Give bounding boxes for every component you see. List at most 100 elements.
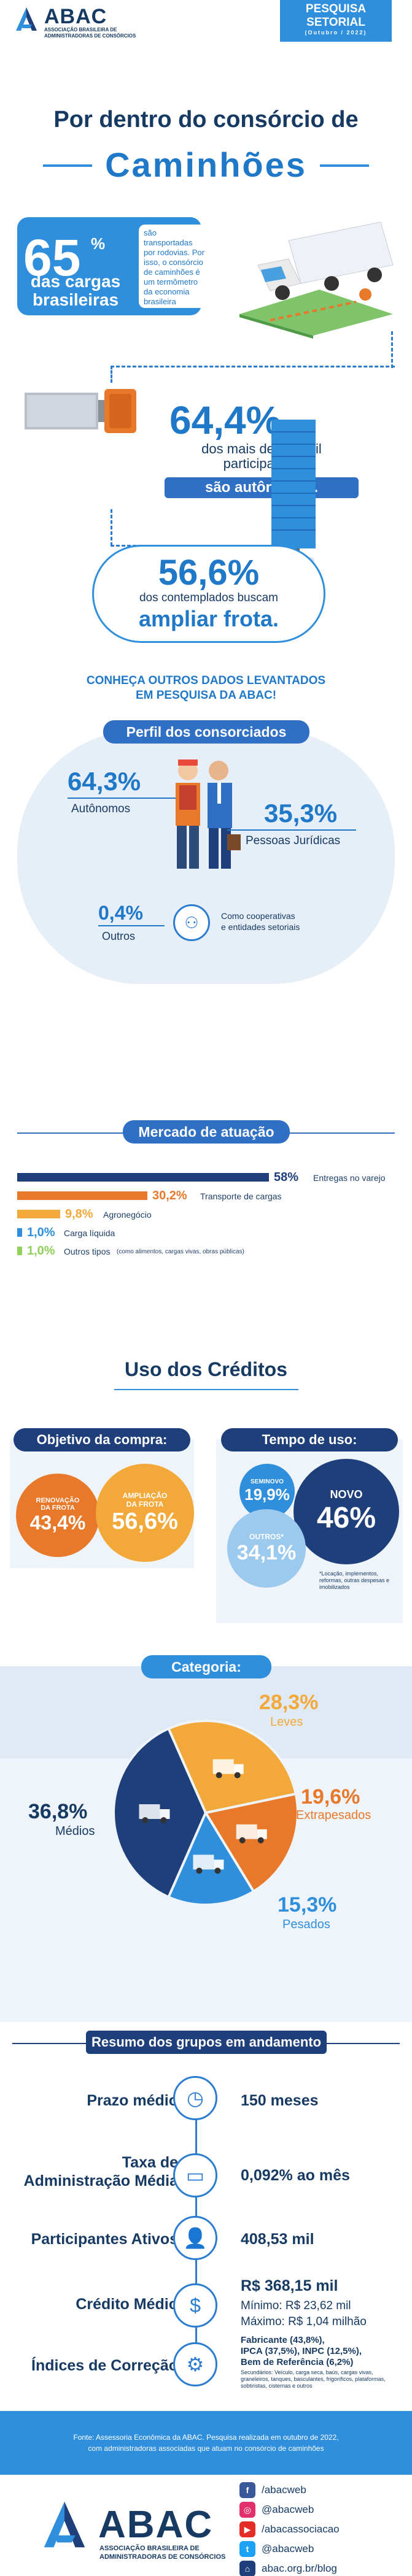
categoria-title: Categoria: bbox=[141, 1655, 271, 1678]
header-logo-text: ABAC bbox=[44, 5, 107, 28]
mercado-bar-outros bbox=[17, 1247, 22, 1255]
stat-566-value: 56,6% bbox=[158, 553, 260, 593]
footer-logo-icon bbox=[37, 2499, 92, 2555]
categoria-pesados-label: Pesados bbox=[282, 1918, 330, 1931]
social-link-0[interactable]: f/abacweb bbox=[239, 2482, 405, 2498]
categoria-medios-label: Médios bbox=[55, 1824, 95, 1838]
perfil-outros-rule bbox=[98, 925, 165, 926]
mercado-label-varejo: Entregas no varejo bbox=[313, 1173, 386, 1183]
badge-line1: PESQUISA bbox=[305, 2, 367, 15]
categoria-extrapesados-value: 19,6% bbox=[301, 1785, 360, 1809]
perfil-pj-rule bbox=[227, 829, 356, 831]
mercado-item-varejo: 58% Entregas no varejo bbox=[17, 1171, 398, 1185]
social-link-text: abac.org.br/blog bbox=[262, 2563, 337, 2574]
stat-644-badge: são autônomos. bbox=[165, 477, 359, 498]
stat-65-label: das cargas brasileiras bbox=[17, 272, 134, 309]
renovacao-value: 43,4% bbox=[29, 1511, 86, 1534]
mercado-label-outros-extra: (como alimentos, cargas vivas, obras púb… bbox=[117, 1248, 244, 1255]
perfil-pj-label: Pessoas Jurídicas bbox=[246, 834, 341, 847]
truck-top-view-icon bbox=[25, 380, 141, 442]
mercado-value-agro: 9,8% bbox=[65, 1207, 93, 1221]
social-link-3[interactable]: t @abacweb bbox=[239, 2541, 405, 2557]
creditos-rule bbox=[114, 1389, 298, 1390]
categoria-leves-value: 28,3% bbox=[259, 1691, 319, 1714]
stat-644-line1: dos mais de 408 mil bbox=[201, 441, 322, 456]
footer-logo-text: ABAC bbox=[98, 2504, 214, 2546]
perfil-title: Perfil dos consorciados bbox=[103, 720, 309, 744]
footer-logo-sub1: ASSOCIAÇÃO BRASILEIRA DE bbox=[99, 2545, 200, 2552]
instagram-icon: ◎ bbox=[239, 2502, 255, 2518]
connector-2a bbox=[111, 509, 112, 546]
header-logo-sub1: ASSOCIAÇÃO BRASILEIRA DE bbox=[44, 27, 117, 33]
stat-65-label2: brasileiras bbox=[32, 290, 119, 309]
perfil-outros-label: Outros bbox=[102, 930, 136, 942]
youtube-icon: ▶ bbox=[239, 2521, 255, 2537]
computer-icon: ▭ bbox=[173, 2153, 217, 2197]
categoria-leves-label: Leves bbox=[270, 1715, 303, 1729]
indices-line3: Bem de Referência (6,2%) bbox=[241, 2357, 354, 2367]
page-title-line2: Caminhões bbox=[105, 145, 307, 184]
seminovo-value: 19,9% bbox=[244, 1485, 290, 1504]
cta-line1: CONHEÇA OUTROS DADOS LEVANTADOS bbox=[86, 674, 326, 687]
perfil-autonomos-rule bbox=[68, 798, 178, 799]
mercado-item-agro: 9,8% Agronegócio bbox=[17, 1207, 398, 1222]
mercado-label-outros: Outros tipos bbox=[64, 1247, 111, 1256]
categoria-pie bbox=[112, 1720, 299, 1906]
user-icon: 👤 bbox=[173, 2216, 217, 2260]
mercado-label-liquida: Carga líquida bbox=[64, 1228, 115, 1238]
ampliacao-circle: AMPLIAÇÃO DA FROTA 56,6% bbox=[96, 1464, 194, 1562]
perfil-autonomos-label: Autônomos bbox=[71, 802, 131, 815]
ampliacao-label2: DA FROTA bbox=[126, 1499, 164, 1509]
header: ABAC ASSOCIAÇÃO BRASILEIRA DE ADMINISTRA… bbox=[0, 0, 412, 43]
resumo-title: Resumo dos grupos em andamento bbox=[86, 2031, 327, 2054]
novo-value: 46% bbox=[316, 1502, 376, 1534]
perfil-section bbox=[17, 730, 395, 984]
mercado-value-varejo: 58% bbox=[274, 1171, 299, 1184]
connector-1b bbox=[111, 366, 395, 367]
credito-max: Máximo: R$ 1,04 milhão bbox=[241, 2315, 367, 2328]
title-rule-right bbox=[320, 164, 369, 167]
stat-65-desc: são transportadas por rodovias. Por isso… bbox=[139, 225, 210, 308]
social-link-1[interactable]: ◎ @abacweb bbox=[239, 2502, 405, 2518]
prazo-value: 150 meses bbox=[241, 2092, 319, 2109]
mercado-list: 58% Entregas no varejo 30,2% Transporte … bbox=[17, 1171, 398, 1259]
header-logo-sub2: ADMINISTRADORAS DE CONSÓRCIOS bbox=[44, 33, 136, 39]
perfil-outros-desc: Como cooperativas e entidades setoriais bbox=[221, 910, 300, 932]
pie-slice-extrapesados bbox=[203, 1792, 299, 1893]
indices-line2: IPCA (37,5%), INPC (12,5%), bbox=[241, 2346, 362, 2356]
mercado-label-agro: Agronegócio bbox=[103, 1210, 152, 1220]
truck-icon-3 bbox=[193, 1855, 224, 1874]
twitter-icon: t bbox=[239, 2541, 255, 2557]
prazo-label: Prazo médio bbox=[87, 2092, 178, 2109]
perfil-autonomos-value: 64,3% bbox=[68, 767, 141, 796]
source-line2: com administradoras associadas que atuam… bbox=[88, 2444, 324, 2453]
mercado-bar-agro bbox=[17, 1210, 60, 1218]
perfil-outros-value: 0,4% bbox=[98, 902, 143, 924]
mercado-item-outros: 1,0% Outros tipos (como alimentos, carga… bbox=[17, 1244, 398, 1259]
novo-circle: NOVO 46% bbox=[293, 1459, 399, 1564]
perfil-pj-value: 35,3% bbox=[264, 799, 338, 828]
categoria-medios-value: 36,8% bbox=[28, 1800, 88, 1823]
indices-line1: Fabricante (43,8%), bbox=[241, 2335, 325, 2345]
badge-line2: SETORIAL bbox=[306, 16, 365, 29]
mercado-item-transporte: 30,2% Transporte de cargas bbox=[17, 1189, 398, 1204]
outros-value: 34,1% bbox=[236, 1540, 297, 1564]
social-link-2[interactable]: ▶ /abacassociacao bbox=[239, 2521, 405, 2537]
social-list: f/abacweb ◎ @abacweb ▶ /abacassociacao t @abac… bbox=[239, 2482, 405, 2576]
taxa-value: 0,092% ao mês bbox=[241, 2167, 350, 2184]
novo-label: NOVO bbox=[330, 1488, 363, 1501]
mercado-bar-transporte bbox=[17, 1191, 147, 1200]
ampliacao-value: 56,6% bbox=[112, 1508, 178, 1534]
social-link-4[interactable]: ⌂ abac.org.br/blog bbox=[239, 2561, 405, 2576]
indices-values: Fabricante (43,8%), IPCA (37,5%), INPC (… bbox=[241, 2335, 362, 2368]
stat-566-line1: dos contemplados buscam bbox=[139, 591, 278, 604]
truck-on-map-icon bbox=[233, 221, 399, 339]
abac-logo-icon bbox=[12, 6, 41, 34]
title-rule-left bbox=[43, 164, 92, 167]
taxa-label: Taxa de Administração Média bbox=[12, 2153, 178, 2190]
seminovo-label: SEMINOVO bbox=[251, 1478, 284, 1485]
clock-icon: ◷ bbox=[173, 2076, 217, 2120]
ampliacao-label1: AMPLIAÇÃO bbox=[122, 1491, 168, 1500]
creditos-title: Uso dos Créditos bbox=[125, 1358, 287, 1380]
credito-min: Mínimo: R$ 23,62 mil bbox=[241, 2299, 351, 2312]
